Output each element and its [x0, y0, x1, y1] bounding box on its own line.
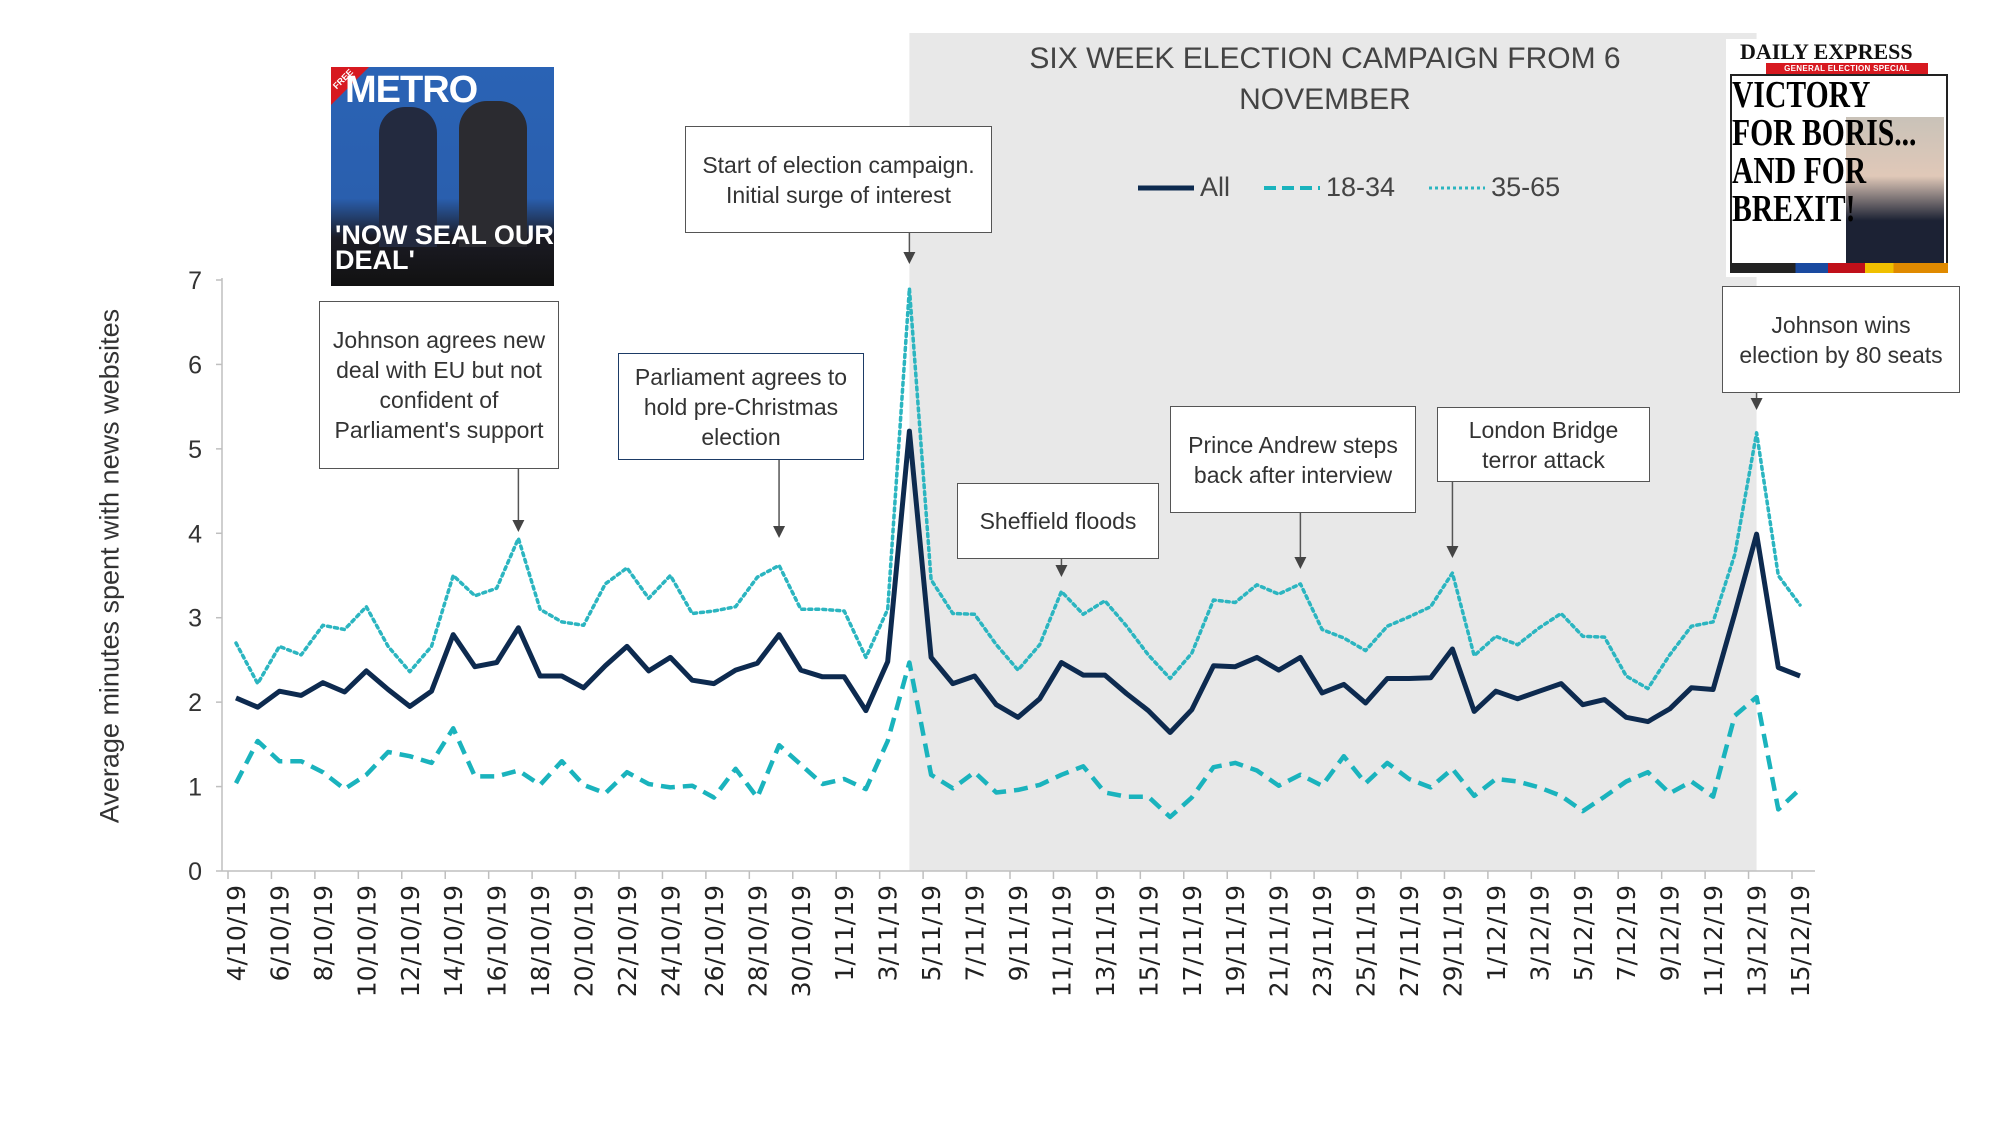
y-tick-label: 2 — [188, 689, 202, 717]
x-tick-label: 12/10/19 — [396, 885, 425, 997]
x-tick-label: 22/10/19 — [613, 885, 642, 997]
annotation-deal: Johnson agrees new deal with EU but not … — [319, 301, 559, 469]
annotation-floods: Sheffield floods — [957, 483, 1159, 559]
x-tick-label: 13/11/19 — [1091, 885, 1120, 997]
legend-item-35-65: 35-65 — [1429, 172, 1560, 203]
y-tick-label: 0 — [188, 858, 202, 886]
x-tick-label: 7/12/19 — [1612, 885, 1641, 981]
x-tick-label: 5/12/19 — [1569, 885, 1598, 981]
x-tick-label: 14/10/19 — [439, 885, 468, 997]
x-tick-label: 13/12/19 — [1743, 885, 1772, 997]
x-tick-label: 25/11/19 — [1352, 885, 1381, 997]
x-tick-label: 3/11/19 — [874, 885, 903, 981]
metro-front-page-image: FREE METRO 'NOW SEAL OUR DEAL' — [331, 67, 554, 286]
y-tick-label: 5 — [188, 436, 202, 464]
express-band: GENERAL ELECTION SPECIAL — [1766, 63, 1928, 74]
x-tick-label: 27/11/19 — [1395, 885, 1424, 997]
annotation-election-win: Johnson wins election by 80 seats — [1722, 286, 1960, 393]
legend-label: 35-65 — [1491, 172, 1561, 202]
legend-swatch-solid — [1138, 185, 1194, 190]
x-tick-label: 1/12/19 — [1482, 885, 1511, 981]
legend-label: All — [1200, 172, 1231, 202]
x-tick-label: 1/11/19 — [830, 885, 859, 981]
x-tick-label: 24/10/19 — [656, 885, 685, 997]
x-tick-label: 6/10/19 — [265, 885, 294, 981]
annotation-arrow-head — [1750, 398, 1763, 410]
x-tick-label: 21/11/19 — [1265, 885, 1294, 997]
person-photo — [1846, 117, 1944, 265]
x-tick-label: 11/12/19 — [1699, 885, 1728, 997]
x-tick-label: 8/10/19 — [309, 885, 338, 981]
x-tick-label: 5/11/19 — [917, 885, 946, 981]
x-tick-label: 15/12/19 — [1786, 885, 1815, 997]
x-tick-label: 4/10/19 — [222, 885, 251, 981]
x-tick-label: 18/10/19 — [526, 885, 555, 997]
chart-title: SIX WEEK ELECTION CAMPAIGN FROM 6 NOVEMB… — [1029, 42, 1621, 116]
y-tick-label: 3 — [188, 605, 202, 633]
x-tick-label: 19/11/19 — [1221, 885, 1250, 997]
legend-label: 18-34 — [1326, 172, 1396, 202]
annotation-campaign-start: Start of election campaign. Initial surg… — [685, 126, 992, 233]
x-tick-label: 17/11/19 — [1178, 885, 1207, 997]
x-tick-label: 29/11/19 — [1438, 885, 1467, 997]
y-axis-label: Average minutes spent with news websites — [94, 308, 125, 824]
express-front-page-image: DAILY EXPRESS GENERAL ELECTION SPECIAL V… — [1726, 39, 1951, 277]
y-tick-label: 4 — [188, 520, 202, 548]
metro-headline: 'NOW SEAL OUR DEAL' — [335, 220, 554, 275]
y-tick-label: 7 — [188, 267, 202, 295]
x-tick-label: 3/12/19 — [1525, 885, 1554, 981]
legend-item-18-34: 18-34 — [1264, 172, 1395, 203]
x-tick-label: 28/10/19 — [743, 885, 772, 997]
x-tick-label: 9/11/19 — [1004, 885, 1033, 981]
express-headline: VICTORY FOR BORIS... AND FOR BREXIT! — [1732, 76, 1919, 228]
x-tick-label: 9/12/19 — [1656, 885, 1685, 981]
annotation-arrow-head — [512, 520, 525, 532]
legend-item-all: All — [1138, 172, 1230, 203]
annotation-arrow-head — [773, 526, 786, 538]
annotation-arrow-head — [1446, 546, 1459, 558]
x-tick-label: 23/11/19 — [1308, 885, 1337, 997]
x-tick-label: 20/10/19 — [570, 885, 599, 997]
x-tick-label: 16/10/19 — [483, 885, 512, 997]
person-figure — [459, 101, 527, 247]
annotation-prince-andrew: Prince Andrew steps back after interview — [1170, 406, 1416, 513]
legend-swatch-dashed — [1264, 185, 1321, 190]
express-headline-text: VICTORY FOR BORIS... AND FOR BREXIT! — [1732, 74, 1917, 230]
x-tick-label: 10/10/19 — [352, 885, 381, 997]
person-figure — [379, 107, 437, 247]
legend: All 18-34 35-65 — [1138, 172, 1560, 203]
metro-masthead: METRO — [345, 69, 478, 111]
y-tick-label: 1 — [188, 774, 202, 802]
express-footer-strip — [1730, 263, 1948, 273]
annotation-arrow-head — [1055, 565, 1068, 577]
x-tick-label: 26/10/19 — [700, 885, 729, 997]
annotation-parliament: Parliament agrees to hold pre-Christmas … — [618, 353, 864, 460]
y-tick-label: 6 — [188, 351, 202, 379]
annotation-arrow-head — [1294, 557, 1307, 569]
x-tick-label: 15/11/19 — [1134, 885, 1163, 997]
legend-swatch-dotted — [1429, 186, 1486, 189]
x-tick-label: 7/11/19 — [961, 885, 990, 981]
free-badge — [331, 67, 369, 105]
express-masthead: DAILY EXPRESS — [1740, 39, 1913, 64]
annotation-arrow-head — [903, 252, 916, 264]
x-tick-label: 11/11/19 — [1047, 885, 1076, 997]
annotation-london-bridge: London Bridge terror attack — [1437, 407, 1650, 482]
x-tick-label: 30/10/19 — [787, 885, 816, 997]
